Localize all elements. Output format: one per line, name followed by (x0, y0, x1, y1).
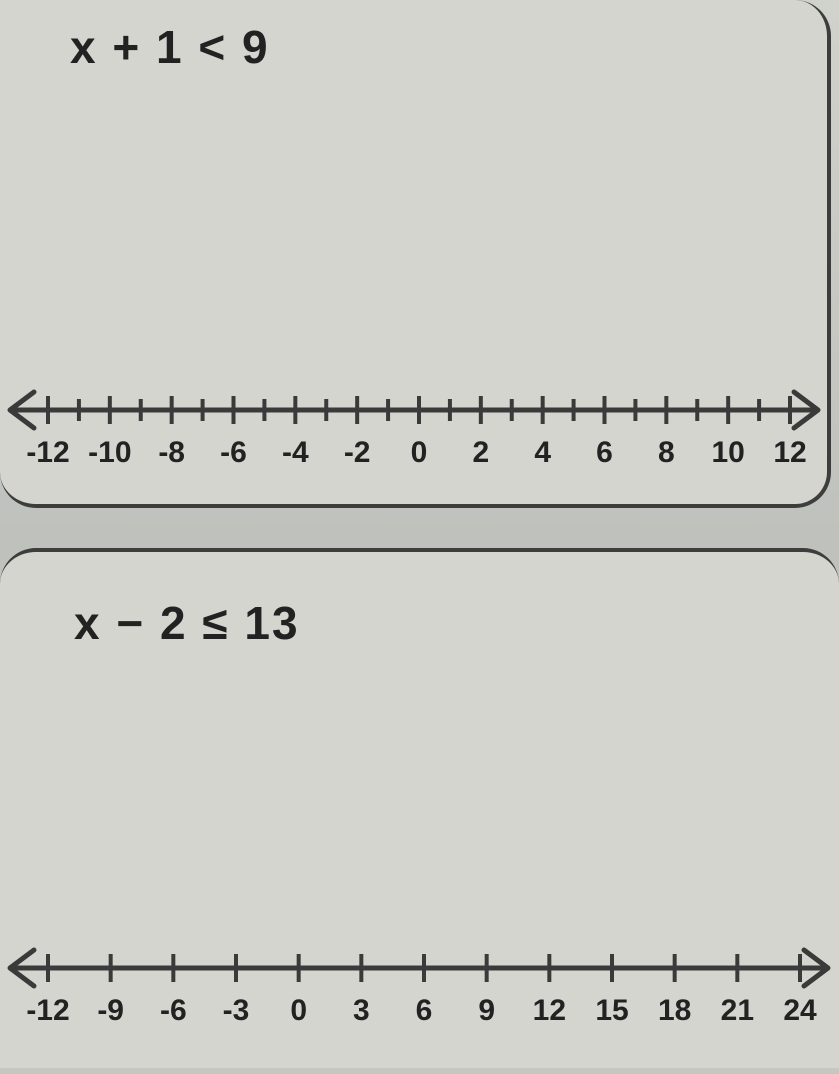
tick-label: -2 (344, 436, 371, 469)
tick-label: 6 (596, 436, 613, 469)
tick-label: 0 (411, 436, 428, 469)
tick-label: -8 (158, 436, 185, 469)
page: x + 1 < 9 -12-10-8-6-4-2024681012 x − 2 … (0, 0, 839, 1074)
tick-label: -4 (282, 436, 309, 469)
number-line-1: -12 -10 -8 -6 -4 -2 0 2 4 6 8 10 12 (0, 370, 827, 490)
tick-label: 12 (533, 994, 566, 1027)
number-line-2: -12 -9 -6 -3 0 3 6 9 12 15 18 21 24 (0, 928, 839, 1048)
tick-label: 0 (290, 994, 307, 1027)
tick-label: 9 (478, 994, 495, 1027)
tick-label: 8 (658, 436, 675, 469)
label-group: -12 -9 -6 -3 0 3 6 9 12 15 18 21 24 (26, 994, 817, 1027)
tick-label: -12 (26, 436, 69, 469)
tick-label: 6 (416, 994, 433, 1027)
tick-label: -9 (97, 994, 124, 1027)
tick-label: -6 (220, 436, 247, 469)
tick-label: 18 (658, 994, 691, 1027)
tick-label: -6 (160, 994, 187, 1027)
tick-label: -12 (26, 994, 69, 1027)
problem-panel-2: x − 2 ≤ 13 -12 -9 -6 -3 0 3 6 9 12 15 18 21 24 (0, 548, 839, 1068)
inequality-expression-2: x − 2 ≤ 13 (74, 596, 300, 650)
tick-label: 15 (595, 994, 628, 1027)
number-line-2-svg: -12 -9 -6 -3 0 3 6 9 12 15 18 21 24 (0, 928, 839, 1068)
tick-label: -10 (88, 436, 131, 469)
tick-label: -3 (223, 994, 250, 1027)
number-line-1-svg: -12 -10 -8 -6 -4 -2 0 2 4 6 8 10 12 (0, 370, 831, 508)
tick-label: 2 (472, 436, 489, 469)
tick-label: 24 (783, 994, 817, 1027)
problem-panel-1: x + 1 < 9 -12 -10 -8 -6 -4 -2 0 2 4 6 8 10 12 (0, 0, 831, 508)
tick-label: 10 (711, 436, 744, 469)
tick-label: 21 (721, 994, 754, 1027)
label-group: -12 -10 -8 -6 -4 -2 0 2 4 6 8 10 12 (26, 436, 806, 469)
tick-label: 4 (534, 436, 551, 469)
tick-label: 3 (353, 994, 370, 1027)
tick-label: 12 (773, 436, 806, 469)
inequality-expression-1: x + 1 < 9 (70, 20, 270, 74)
